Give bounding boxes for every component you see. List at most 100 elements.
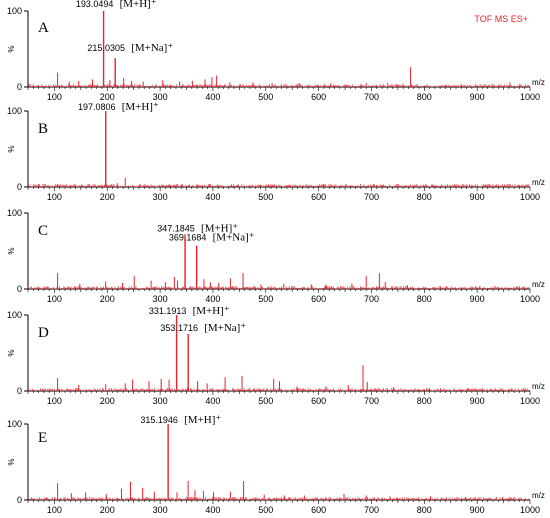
ion-annotation: [M+H]⁺	[120, 0, 157, 10]
y-tick-label: 0	[17, 495, 22, 505]
x-tick-label: 900	[470, 396, 485, 406]
x-tick-label: 600	[311, 92, 326, 102]
y-axis-label: %	[7, 458, 16, 465]
x-tick-label: 200	[100, 92, 115, 102]
y-tick-label: 100	[7, 419, 22, 429]
x-tick-label: 800	[417, 92, 432, 102]
ion-annotation: [M+H]⁺	[201, 222, 238, 234]
x-tick-label: 900	[470, 505, 485, 515]
x-tick-label: 800	[417, 294, 432, 304]
y-tick-label: 0	[17, 82, 22, 92]
peak-mz-label: 369.1684	[169, 233, 207, 243]
x-tick-label: 400	[205, 192, 220, 202]
y-axis-label: %	[7, 349, 16, 356]
spectrum-panel-b: 1000%100 200 300 400 500 600 700 800 900 1000m/zB…	[7, 101, 545, 202]
y-axis-label: %	[7, 247, 16, 254]
peak-mz-label: 331.1913	[149, 306, 187, 316]
x-tick-label: 600	[311, 505, 326, 515]
x-tick-label: 200	[100, 294, 115, 304]
ion-annotation: [M+Na]⁺	[131, 42, 173, 54]
x-tick-label: 500	[258, 294, 273, 304]
panel-letter: E	[38, 430, 47, 446]
x-tick-label: 1000	[520, 92, 540, 102]
x-axis-unit: m/z	[532, 491, 545, 500]
noise-baseline	[28, 84, 530, 87]
panel-letter: A	[38, 20, 49, 36]
ion-annotation: [M+Na]⁺	[204, 322, 246, 334]
x-axis-unit: m/z	[532, 280, 545, 289]
x-tick-label: 600	[311, 192, 326, 202]
x-axis-unit: m/z	[532, 382, 545, 391]
y-tick-label: 100	[7, 310, 22, 320]
panel-letter: D	[38, 325, 49, 341]
x-tick-label: 900	[470, 192, 485, 202]
x-tick-label: 600	[311, 294, 326, 304]
x-tick-label: 400	[205, 505, 220, 515]
x-tick-label: 500	[258, 192, 273, 202]
peak-mz-label: 347.1845	[157, 223, 195, 233]
y-tick-label: 0	[17, 182, 22, 192]
spectrum-panel-a: 1000%100 200 300 400 500 600 700 800 900 1000m/zA…	[7, 0, 545, 102]
x-tick-label: 1000	[520, 294, 540, 304]
ion-annotation: [M+H]⁺	[184, 414, 221, 426]
x-tick-label: 400	[205, 92, 220, 102]
instrument-label: TOF MS ES+	[474, 14, 528, 24]
x-tick-label: 500	[258, 396, 273, 406]
x-tick-label: 700	[364, 396, 379, 406]
x-tick-label: 800	[417, 192, 432, 202]
x-tick-label: 800	[417, 396, 432, 406]
ion-annotation: [M+H]⁺	[193, 305, 230, 317]
spectrum-panel-d: 1000%100 200 300 400 500 600 700 800 900 1000m/zD…	[7, 305, 545, 406]
x-tick-label: 600	[311, 396, 326, 406]
x-tick-label: 100	[47, 294, 62, 304]
y-tick-label: 100	[7, 106, 22, 116]
x-tick-label: 400	[205, 294, 220, 304]
peak-mz-label: 315.1946	[140, 415, 178, 425]
y-tick-label: 100	[7, 6, 22, 16]
x-tick-label: 1000	[520, 396, 540, 406]
y-tick-label: 0	[17, 284, 22, 294]
x-tick-label: 300	[153, 92, 168, 102]
x-tick-label: 900	[470, 92, 485, 102]
panel-letter: B	[38, 121, 48, 137]
x-tick-label: 400	[205, 396, 220, 406]
panel-letter: C	[38, 223, 48, 239]
peak-mz-label: 353.1716	[160, 323, 198, 333]
x-tick-label: 100	[47, 396, 62, 406]
x-tick-label: 700	[364, 505, 379, 515]
peak-mz-label: 215.0305	[87, 43, 125, 53]
ion-annotation: [M+H]⁺	[122, 101, 159, 113]
x-tick-label: 300	[153, 192, 168, 202]
y-axis-label: %	[7, 145, 16, 152]
x-tick-label: 100	[47, 505, 62, 515]
y-tick-label: 0	[17, 386, 22, 396]
x-tick-label: 700	[364, 294, 379, 304]
peak-mz-label: 197.0806	[78, 102, 116, 112]
x-tick-label: 100	[47, 92, 62, 102]
x-tick-label: 300	[153, 505, 168, 515]
spectrum-panel-e: 1000%100 200 300 400 500 600 700 800 900 1000m/zE…	[7, 414, 545, 515]
y-tick-label: 100	[7, 208, 22, 218]
x-tick-label: 500	[258, 92, 273, 102]
x-tick-label: 200	[100, 396, 115, 406]
x-axis-unit: m/z	[532, 178, 545, 187]
x-tick-label: 300	[153, 396, 168, 406]
y-axis-label: %	[7, 45, 16, 52]
spectrum-panel-c: 1000%100 200 300 400 500 600 700 800 900 1000m/zC…	[7, 208, 545, 304]
x-tick-label: 200	[100, 192, 115, 202]
x-tick-label: 700	[364, 92, 379, 102]
noise-baseline	[28, 184, 530, 187]
ion-annotation: [M+Na]⁺	[213, 232, 255, 244]
x-tick-label: 500	[258, 505, 273, 515]
x-tick-label: 300	[153, 294, 168, 304]
x-tick-label: 200	[100, 505, 115, 515]
x-tick-label: 1000	[520, 192, 540, 202]
noise-baseline	[28, 286, 530, 289]
x-tick-label: 100	[47, 192, 62, 202]
x-tick-label: 1000	[520, 505, 540, 515]
x-axis-unit: m/z	[532, 78, 545, 87]
x-tick-label: 700	[364, 192, 379, 202]
x-tick-label: 900	[470, 294, 485, 304]
x-tick-label: 800	[417, 505, 432, 515]
